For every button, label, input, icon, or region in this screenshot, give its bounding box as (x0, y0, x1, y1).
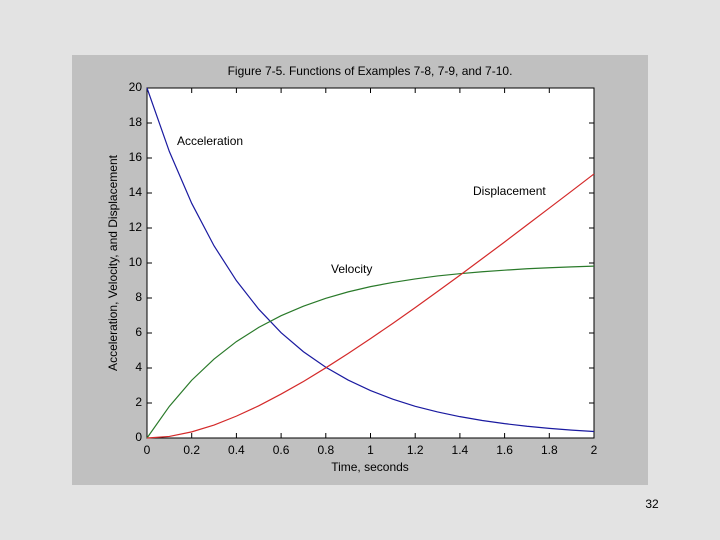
y-tick-label: 0 (135, 430, 142, 444)
x-tick-label: 0.2 (183, 443, 200, 457)
series-line (146, 173, 595, 439)
y-tick-label: 16 (129, 150, 143, 164)
x-tick-label: 1.2 (407, 443, 424, 457)
series-label: Displacement (473, 184, 546, 198)
x-tick-label: 1 (367, 443, 374, 457)
y-tick-label: 20 (129, 80, 143, 94)
chart-title: Figure 7-5. Functions of Examples 7-8, 7… (228, 64, 513, 78)
y-axis-label: Acceleration, Velocity, and Displacement (106, 154, 120, 371)
y-tick-label: 18 (129, 115, 143, 129)
x-tick-label: 1.4 (452, 443, 469, 457)
series-line (146, 87, 595, 433)
x-tick-label: 0.8 (317, 443, 334, 457)
y-tick-label: 12 (129, 220, 143, 234)
series-label: Acceleration (177, 134, 243, 148)
y-tick-label: 10 (129, 255, 143, 269)
x-tick-label: 1.8 (541, 443, 558, 457)
x-tick-label: 0.4 (228, 443, 245, 457)
x-tick-label: 0 (144, 443, 151, 457)
x-tick-label: 0.6 (273, 443, 290, 457)
x-tick-label: 2 (591, 443, 598, 457)
series-label: Velocity (331, 262, 372, 276)
y-tick-label: 14 (129, 185, 143, 199)
y-tick-label: 2 (135, 395, 142, 409)
page-number: 32 (645, 497, 659, 511)
y-tick-label: 4 (135, 360, 142, 374)
plot-area (146, 87, 595, 439)
y-tick-label: 8 (135, 290, 142, 304)
series-line (146, 265, 595, 439)
x-tick-label: 1.6 (496, 443, 513, 457)
y-tick-label: 6 (135, 325, 142, 339)
x-axis-label: Time, seconds (331, 460, 409, 474)
